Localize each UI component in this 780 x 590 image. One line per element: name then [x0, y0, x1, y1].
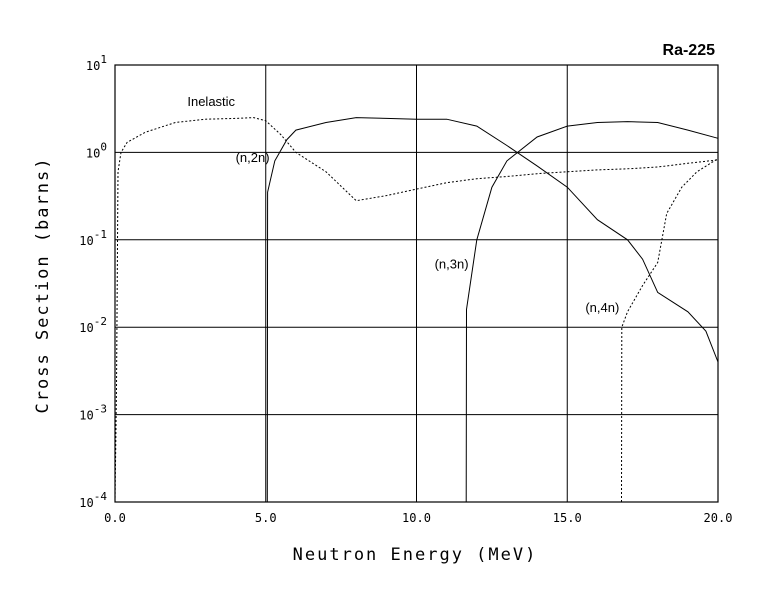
series-line-n-3n	[465, 121, 719, 503]
x-tick-label: 20.0	[704, 511, 733, 525]
x-tick-label: 5.0	[255, 511, 277, 525]
x-tick-label: 15.0	[553, 511, 582, 525]
y-tick-label: 10-4	[79, 490, 107, 510]
y-axis-title: Cross Section (barns)	[33, 157, 53, 414]
x-axis-title: Neutron Energy (MeV)	[293, 545, 538, 565]
grid-lines	[115, 65, 718, 502]
x-tick-labels: 0.0 5.0 10.0 15.0 20.0	[104, 511, 732, 525]
x-tick-label: 10.0	[402, 511, 431, 525]
series-line-n-4n	[621, 158, 719, 503]
y-tick-label: 10-1	[79, 228, 107, 248]
series-lines	[114, 117, 719, 503]
y-tick-label: 10-2	[79, 315, 107, 335]
curve-label: Inelastic	[187, 94, 235, 109]
curve-labels: Inelastic (n,2n) (n,3n) (n,4n)	[187, 94, 619, 315]
curve-label: (n,2n)	[236, 150, 270, 165]
plot-frame	[114, 64, 719, 503]
chart-title: Ra-225	[663, 42, 716, 59]
series-line-inelastic	[114, 117, 719, 503]
x-tick-label: 0.0	[104, 511, 126, 525]
y-tick-labels: 101 100 10-1 10-2 10-3 10-4	[79, 53, 107, 510]
series-line-n-2n	[266, 117, 719, 503]
y-tick-label: 101	[86, 53, 107, 73]
y-tick-label: 100	[86, 140, 107, 160]
curve-label: (n,4n)	[585, 300, 619, 315]
y-tick-label: 10-3	[79, 403, 107, 423]
curve-label: (n,3n)	[435, 256, 469, 271]
